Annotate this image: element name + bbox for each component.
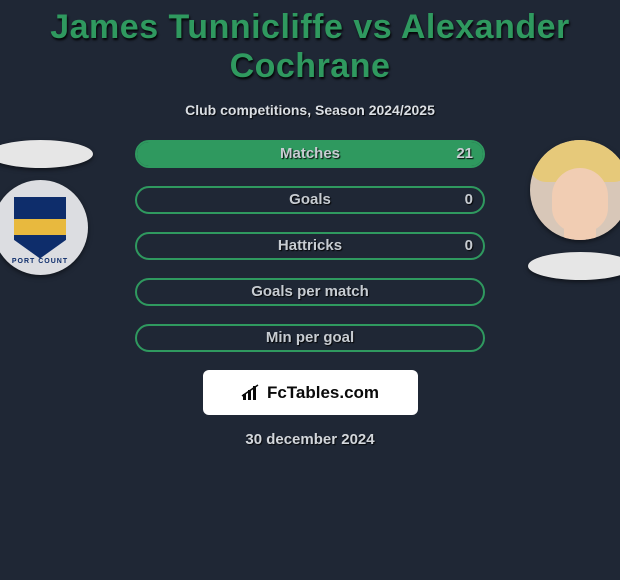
stat-label: Min per goal xyxy=(137,326,483,350)
stat-bar-goals-per-match: Goals per match xyxy=(135,278,485,306)
comparison-card: PORT COUNT Matches 21 Goals 0 Hattricks … xyxy=(30,140,590,448)
bar-chart-icon xyxy=(241,384,263,402)
right-player-headshot xyxy=(530,140,620,240)
subtitle: Club competitions, Season 2024/2025 xyxy=(0,102,620,118)
right-club-placeholder-oval xyxy=(528,252,620,280)
stat-bar-hattricks: Hattricks 0 xyxy=(135,232,485,260)
left-club-crest: PORT COUNT xyxy=(0,180,88,275)
stat-label: Hattricks xyxy=(137,234,483,258)
stat-label: Matches xyxy=(137,142,483,166)
stat-label: Goals per match xyxy=(137,280,483,304)
stat-label: Goals xyxy=(137,188,483,212)
stat-bars: Matches 21 Goals 0 Hattricks 0 Goals per… xyxy=(135,140,485,352)
left-player-column: PORT COUNT xyxy=(0,140,100,275)
left-player-placeholder-oval xyxy=(0,140,93,168)
crest-ring-text: PORT COUNT xyxy=(0,258,88,265)
brand-badge: FcTables.com xyxy=(203,370,418,415)
stat-bar-min-per-goal: Min per goal xyxy=(135,324,485,352)
stat-right-value: 21 xyxy=(456,142,473,166)
stat-right-value: 0 xyxy=(465,188,473,212)
stat-bar-goals: Goals 0 xyxy=(135,186,485,214)
right-player-column xyxy=(520,140,620,292)
page-title: James Tunnicliffe vs Alexander Cochrane xyxy=(0,0,620,86)
date-text: 30 december 2024 xyxy=(30,431,590,448)
brand-text: FcTables.com xyxy=(267,383,379,403)
shield-icon xyxy=(14,197,66,259)
stat-bar-matches: Matches 21 xyxy=(135,140,485,168)
stat-right-value: 0 xyxy=(465,234,473,258)
